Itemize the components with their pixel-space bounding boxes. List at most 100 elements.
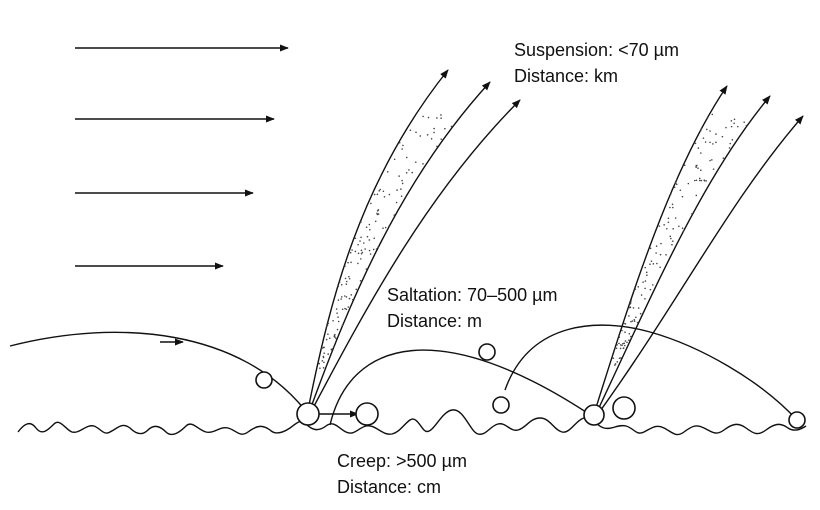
saltating-grain bbox=[255, 371, 273, 389]
suspension-dust-dots bbox=[612, 113, 748, 366]
suspension-distance: Distance: km bbox=[514, 66, 619, 86]
creep-label: Creep: >500 µm Distance: cm bbox=[337, 448, 467, 500]
dust-dot bbox=[340, 283, 343, 286]
dust-dot bbox=[681, 227, 684, 230]
dust-dot bbox=[436, 117, 438, 119]
dust-dot bbox=[345, 280, 348, 283]
dust-dot bbox=[345, 308, 348, 311]
dust-dot bbox=[344, 307, 346, 310]
dust-dot bbox=[621, 329, 623, 332]
dust-dot bbox=[369, 228, 371, 231]
dust-dot bbox=[730, 125, 733, 128]
saltating-grain bbox=[492, 396, 510, 414]
dust-dot bbox=[386, 171, 389, 173]
dust-dot bbox=[676, 178, 678, 181]
ground-surface bbox=[17, 409, 807, 436]
dust-dot bbox=[327, 322, 330, 325]
dust-dot bbox=[722, 157, 725, 159]
dust-dot bbox=[637, 286, 640, 288]
suspension-label: Suspension: <70 µm Distance: km bbox=[514, 37, 679, 89]
dust-dot bbox=[736, 125, 739, 128]
dust-dot bbox=[409, 129, 412, 132]
dust-dot bbox=[729, 142, 732, 145]
saltation-size: Saltation: 70–500 µm bbox=[387, 285, 558, 305]
dust-dot bbox=[377, 213, 380, 215]
dust-dot bbox=[671, 206, 674, 209]
dust-dot bbox=[341, 324, 344, 326]
dust-dot bbox=[383, 195, 386, 198]
dust-dot bbox=[733, 122, 735, 125]
dust-dot bbox=[712, 168, 715, 170]
dust-dot bbox=[401, 182, 404, 185]
suspension-size: Suspension: <70 µm bbox=[514, 40, 679, 60]
dust-dot bbox=[697, 167, 699, 169]
saltation-path bbox=[504, 324, 798, 421]
dust-dot bbox=[619, 347, 622, 350]
dust-dot bbox=[360, 221, 362, 223]
dust-dot bbox=[678, 225, 680, 228]
dust-dot bbox=[674, 217, 677, 219]
dust-dot bbox=[634, 288, 637, 290]
suspension-path bbox=[595, 95, 771, 415]
dust-dot bbox=[659, 266, 661, 269]
dust-dot bbox=[705, 180, 708, 182]
dust-dot bbox=[629, 306, 632, 308]
dust-dot bbox=[702, 137, 705, 139]
dust-dot bbox=[711, 113, 714, 116]
dust-dot bbox=[325, 338, 328, 341]
dust-dot bbox=[433, 131, 435, 134]
dust-dot bbox=[382, 190, 385, 193]
dust-dot bbox=[336, 328, 339, 331]
dust-dot bbox=[359, 240, 361, 242]
dust-dot bbox=[411, 171, 414, 174]
dust-dot bbox=[360, 236, 362, 239]
dust-dot bbox=[427, 116, 430, 119]
dust-dot bbox=[682, 229, 685, 232]
dust-dot bbox=[670, 237, 672, 240]
dust-dot bbox=[628, 315, 630, 317]
dust-dot bbox=[646, 274, 648, 277]
saltation-label: Saltation: 70–500 µm Distance: m bbox=[387, 282, 557, 334]
dust-dot bbox=[327, 353, 329, 355]
dust-dot bbox=[321, 347, 323, 349]
dust-dot bbox=[730, 119, 733, 122]
dust-dot bbox=[631, 320, 634, 322]
dust-dot bbox=[396, 189, 398, 191]
dust-dot bbox=[347, 261, 349, 264]
creep-grain bbox=[612, 396, 636, 420]
dust-dot bbox=[422, 163, 424, 165]
suspension-path bbox=[593, 85, 728, 415]
dust-dot bbox=[628, 332, 631, 335]
saltating-grain bbox=[478, 343, 496, 361]
dust-dot bbox=[639, 312, 642, 315]
dust-dot bbox=[709, 130, 711, 132]
saltation-path bbox=[329, 349, 596, 426]
dust-dot bbox=[700, 169, 702, 172]
dust-dot bbox=[687, 182, 690, 185]
dust-dot bbox=[715, 133, 717, 135]
dust-dot bbox=[364, 248, 366, 250]
dust-dot bbox=[402, 144, 404, 147]
dust-dot bbox=[348, 275, 350, 278]
dust-dot bbox=[637, 307, 640, 309]
dust-dot bbox=[354, 250, 357, 253]
dust-dot bbox=[360, 252, 363, 255]
dust-dot bbox=[655, 245, 658, 247]
dust-dot bbox=[669, 235, 672, 238]
dust-dot bbox=[616, 361, 619, 363]
dust-dot bbox=[733, 118, 736, 121]
dust-dot bbox=[340, 296, 343, 298]
dust-dot bbox=[681, 195, 684, 198]
dust-dot bbox=[422, 115, 424, 118]
dust-dot bbox=[628, 339, 630, 342]
creep-grain bbox=[355, 402, 379, 426]
dust-dot bbox=[332, 319, 334, 322]
dust-dot bbox=[672, 228, 674, 230]
saltation-distance: Distance: m bbox=[387, 311, 483, 331]
dust-dot bbox=[624, 323, 627, 325]
dust-dot bbox=[337, 299, 340, 301]
dust-dot bbox=[321, 359, 324, 362]
dust-dot bbox=[444, 127, 446, 130]
dust-dot bbox=[408, 169, 410, 171]
dust-dot bbox=[440, 114, 442, 116]
